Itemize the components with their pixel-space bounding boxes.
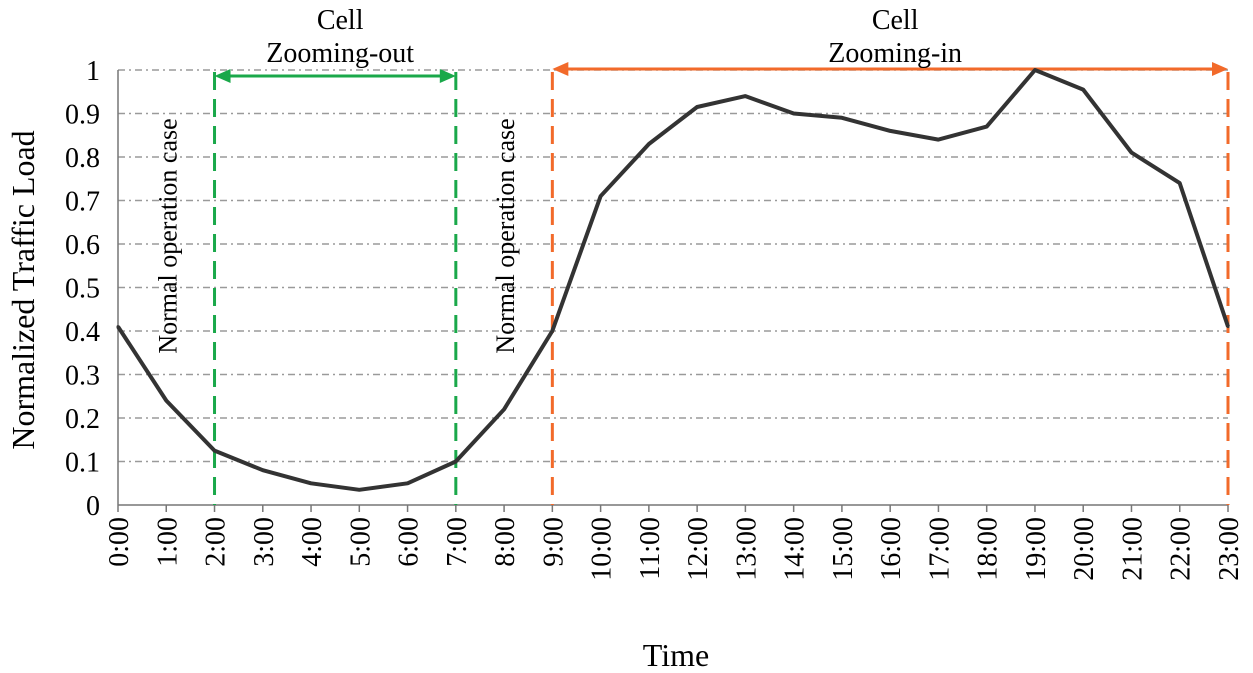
- x-tick-label: 6:00: [394, 517, 425, 567]
- x-tick-label: 12:00: [683, 517, 714, 581]
- data-point: [1081, 88, 1085, 92]
- normal-case-1: Normal operation case: [153, 118, 182, 353]
- x-tick-label: 10:00: [587, 517, 618, 581]
- y-tick-label: 0.5: [65, 274, 100, 305]
- data-point: [1226, 325, 1230, 329]
- x-tick-label: 3:00: [249, 517, 280, 567]
- zoom-out-label-line2: Zooming-out: [266, 38, 414, 69]
- x-tick-label: 15:00: [828, 517, 859, 581]
- x-tick-label: 21:00: [1117, 517, 1148, 581]
- y-tick-label: 1: [86, 56, 100, 87]
- data-point: [1178, 181, 1182, 185]
- x-tick-label: 11:00: [635, 517, 666, 580]
- x-tick-label: 13:00: [731, 517, 762, 581]
- data-point: [261, 468, 265, 472]
- y-tick-label: 0.2: [65, 404, 100, 435]
- x-tick-label: 1:00: [152, 517, 183, 567]
- x-tick-label: 22:00: [1166, 517, 1197, 581]
- data-point: [792, 112, 796, 115]
- data-point: [406, 481, 410, 485]
- x-tick-label: 20:00: [1069, 517, 1100, 581]
- annotations: Normal operation case Normal operation ca…: [153, 118, 520, 353]
- data-point: [164, 399, 168, 403]
- zoom-in-arrow-left: [552, 62, 569, 76]
- x-tick-label: 18:00: [973, 517, 1004, 581]
- x-tick-label: 14:00: [780, 517, 811, 581]
- x-tick-label: 2:00: [201, 517, 232, 567]
- data-point: [550, 329, 554, 333]
- data-point: [985, 125, 989, 129]
- data-point: [888, 129, 892, 133]
- zoom-out-label-line1: Cell: [317, 5, 364, 36]
- axes: [117, 70, 1229, 512]
- zoom-in-label-line1: Cell: [872, 5, 919, 36]
- x-tick-label: 7:00: [442, 517, 473, 567]
- data-point: [357, 488, 361, 492]
- zoom-in-arrow-right: [1212, 62, 1228, 76]
- zoom-in-label-line2: Zooming-in: [828, 38, 962, 69]
- x-tick-label: 9:00: [538, 517, 569, 567]
- y-tick-labels: 0 0.1 0.2 0.3 0.4 0.5 0.6 0.7 0.8 0.9 1: [65, 56, 100, 522]
- x-tick-label: 19:00: [1021, 517, 1052, 581]
- data-point: [743, 94, 747, 98]
- zoom-out-arrow-right: [439, 69, 456, 83]
- x-tick-label: 5:00: [345, 517, 376, 567]
- data-point: [647, 142, 651, 146]
- normal-case-2: Normal operation case: [491, 118, 520, 353]
- data-point: [116, 325, 120, 329]
- data-point: [695, 105, 699, 109]
- x-tick-label: 8:00: [490, 517, 521, 567]
- series-line: [116, 68, 1230, 492]
- zoom-out-arrow-left: [214, 69, 231, 83]
- data-point: [454, 460, 458, 463]
- data-point: [840, 116, 844, 120]
- x-tick-label: 0:00: [104, 517, 135, 567]
- y-tick-label: 0.7: [65, 187, 100, 218]
- grid-lines: [118, 69, 1228, 463]
- x-axis-label: Time: [643, 637, 709, 673]
- x-tick-labels: 0:00 1:00 2:00 3:00 4:00 5:00 6:00 7:00 8:00 9:00…: [104, 517, 1245, 581]
- y-tick-label: 0.4: [65, 317, 100, 348]
- data-point: [1033, 68, 1037, 72]
- y-tick-label: 0.1: [65, 448, 100, 479]
- data-point: [936, 138, 940, 142]
- y-axis-label: Normalized Traffic Load: [5, 130, 41, 449]
- y-tick-label: 0.3: [65, 361, 100, 392]
- x-tick-label: 4:00: [297, 517, 328, 567]
- data-point: [599, 194, 603, 198]
- x-tick-label: 16:00: [876, 517, 907, 581]
- series: [116, 68, 1230, 492]
- data-point: [502, 407, 506, 411]
- data-point: [309, 481, 313, 485]
- data-point: [1129, 151, 1133, 155]
- y-tick-label: 0.8: [65, 143, 100, 174]
- y-tick-label: 0.6: [65, 230, 100, 261]
- y-tick-label: 0.9: [65, 100, 100, 131]
- y-tick-label: 0: [86, 491, 100, 522]
- data-point: [213, 449, 217, 453]
- x-tick-label: 17:00: [924, 517, 955, 581]
- x-tick-label: 23:00: [1214, 517, 1245, 581]
